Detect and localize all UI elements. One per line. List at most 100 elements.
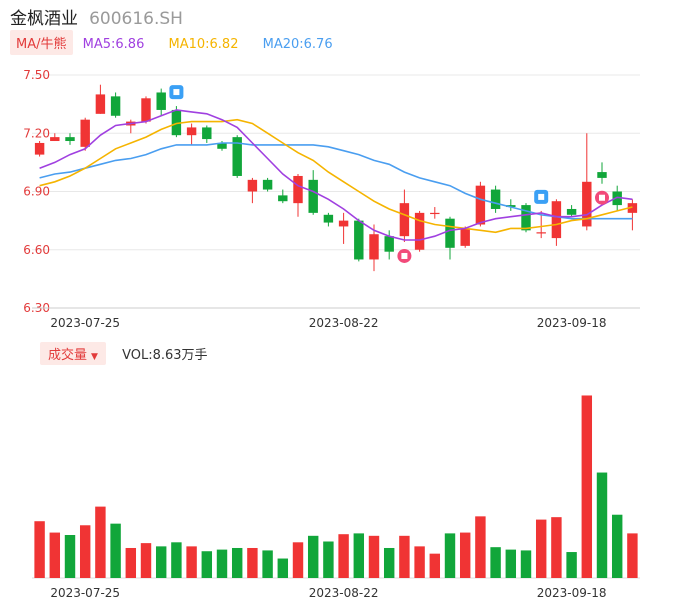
candle-body <box>247 179 258 192</box>
candle-body <box>202 127 212 140</box>
volume-bar <box>596 472 608 578</box>
candle-body <box>566 208 577 215</box>
candle-body <box>445 218 455 248</box>
candle-body <box>110 96 121 116</box>
volume-bar <box>627 533 638 578</box>
bear-signal-icon <box>595 190 609 205</box>
volume-bar <box>155 546 167 578</box>
candle-body <box>338 220 349 227</box>
y-tick-label: 6.60 <box>23 243 50 257</box>
volume-bar <box>399 535 410 578</box>
candle-body <box>50 137 60 142</box>
volume-indicator-dropdown[interactable]: 成交量 ▼ <box>40 342 106 365</box>
ma20-label: MA20:6.76 <box>262 37 333 52</box>
candle-body <box>627 203 638 213</box>
volume-bar <box>368 535 380 578</box>
candle-body <box>597 172 607 178</box>
candle-body <box>141 98 151 122</box>
candle-body <box>354 220 364 260</box>
volume-bar <box>307 535 319 578</box>
stock-code: 600616.SH <box>89 9 183 29</box>
volume-bar <box>444 533 456 578</box>
volume-bar <box>201 551 213 578</box>
ma20-line <box>39 142 633 220</box>
volume-header: 成交量 ▼ VOL:8.63万手 <box>40 342 208 365</box>
candle-body <box>171 109 182 136</box>
ma5-label: MA5:6.86 <box>82 37 145 52</box>
volume-bar <box>247 547 258 578</box>
candle-body <box>65 137 75 142</box>
volume-bar <box>95 506 106 578</box>
ma10-line <box>39 118 633 234</box>
ma5-line <box>39 109 633 241</box>
candle-body <box>186 127 197 136</box>
candle-body <box>490 189 501 209</box>
candle-body <box>232 137 242 176</box>
candle-body <box>582 181 592 227</box>
candle-body <box>262 179 273 190</box>
candle-body <box>612 191 622 206</box>
candle-body <box>399 203 410 237</box>
volume-bar <box>186 546 197 578</box>
bear-signal-glyph <box>599 194 605 201</box>
volume-x-tick-label: 2023-09-18 <box>537 586 607 600</box>
candle-body <box>156 92 166 110</box>
candle-body <box>521 205 531 231</box>
candle-body <box>217 142 227 149</box>
volume-value: VOL:8.63万手 <box>122 348 208 363</box>
candle-body <box>308 179 318 213</box>
volume-bar <box>49 532 61 578</box>
candle-body <box>34 142 45 155</box>
volume-bar <box>262 550 273 578</box>
ma-type-selector[interactable]: MA/牛熊 <box>10 30 73 55</box>
y-tick-label: 7.50 <box>23 68 50 82</box>
candle-body <box>551 201 562 239</box>
volume-bar <box>292 542 304 578</box>
y-tick-label: 7.20 <box>23 126 50 140</box>
volume-bar <box>231 547 243 578</box>
volume-bar <box>277 558 289 578</box>
ma-legend: MA/牛熊 MA5:6.86 MA10:6.82 MA20:6.76 <box>10 30 353 55</box>
x-tick-label: 2023-07-25 <box>50 316 120 330</box>
y-tick-label: 6.90 <box>23 185 50 199</box>
candle-body <box>430 212 440 215</box>
volume-x-tick-label: 2023-08-22 <box>309 586 379 600</box>
candle-body <box>414 212 425 250</box>
volume-bar <box>171 542 182 578</box>
volume-bar <box>34 521 45 578</box>
volume-bar <box>611 514 623 578</box>
volume-bar <box>414 546 425 578</box>
volume-bar <box>459 532 471 578</box>
volume-bar <box>581 395 593 578</box>
volume-bar <box>323 541 334 578</box>
bull-signal-icon <box>169 85 184 100</box>
candle-body <box>536 232 546 234</box>
volume-bar <box>79 525 91 578</box>
volume-bar <box>383 547 395 578</box>
volume-bar <box>429 553 441 578</box>
volume-bar <box>520 550 532 578</box>
candle-body <box>95 94 106 114</box>
volume-bar <box>535 519 547 578</box>
bull-signal-icon <box>534 189 549 204</box>
x-tick-label: 2023-08-22 <box>309 316 379 330</box>
volume-bar <box>216 549 228 578</box>
volume-bar <box>353 533 365 578</box>
bear-signal-glyph <box>401 252 408 259</box>
volume-bar <box>140 543 152 578</box>
candle-body <box>369 234 379 260</box>
x-tick-label: 2023-09-18 <box>537 316 607 330</box>
volume-indicator-label: 成交量 <box>48 348 88 363</box>
candle-body <box>278 195 288 202</box>
volume-bar <box>125 547 137 578</box>
candle-body <box>506 205 516 208</box>
stock-name: 金枫酒业 <box>10 9 78 29</box>
candle-body <box>475 185 486 225</box>
candle-body <box>323 214 334 223</box>
volume-bar <box>551 517 562 578</box>
volume-bar <box>475 516 486 578</box>
volume-bar <box>110 523 121 578</box>
candle-body <box>384 236 394 252</box>
bear-signal-icon <box>397 248 412 263</box>
